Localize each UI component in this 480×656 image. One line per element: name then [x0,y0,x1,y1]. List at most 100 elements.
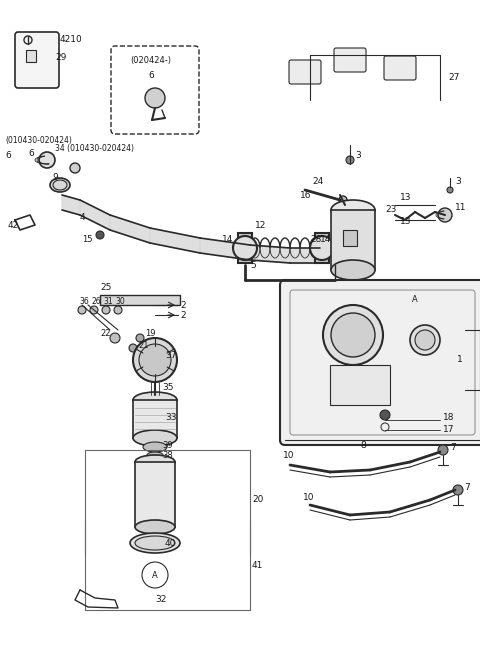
Bar [100,295,180,305]
Circle shape [438,208,452,222]
Text: 26: 26 [91,298,101,306]
Text: 37: 37 [165,350,177,359]
Ellipse shape [147,452,163,458]
Text: 9: 9 [52,173,58,182]
Ellipse shape [135,520,175,534]
Polygon shape [250,245,290,263]
Ellipse shape [50,178,70,192]
FancyBboxPatch shape [384,56,416,80]
Circle shape [453,485,463,495]
Bar [330,365,390,405]
Text: 13: 13 [400,218,411,226]
Circle shape [102,306,110,314]
Ellipse shape [135,536,175,550]
Text: 6: 6 [5,150,11,159]
Ellipse shape [133,392,177,408]
Polygon shape [62,195,80,215]
Polygon shape [150,228,200,253]
Text: 31: 31 [103,298,113,306]
Text: 3: 3 [455,178,461,186]
Text: 25: 25 [100,283,111,293]
Ellipse shape [331,260,375,280]
Text: 24: 24 [312,178,323,186]
Text: 20: 20 [252,495,264,504]
Text: 28: 28 [310,236,322,245]
Polygon shape [110,215,150,243]
FancyBboxPatch shape [15,32,59,88]
Polygon shape [200,238,250,260]
Circle shape [145,88,165,108]
Bar [331,210,375,270]
Text: 4: 4 [80,213,85,222]
Circle shape [310,236,334,260]
Text: 15: 15 [82,236,93,245]
Circle shape [346,156,354,164]
Text: 23: 23 [385,205,396,215]
Circle shape [90,306,98,314]
Circle shape [70,163,80,173]
Text: 10: 10 [303,493,314,501]
Text: 33: 33 [165,413,177,422]
Circle shape [114,306,122,314]
Text: 11: 11 [455,203,467,213]
FancyBboxPatch shape [280,280,480,445]
Circle shape [339,196,347,204]
Text: A: A [412,295,418,304]
Text: 42: 42 [8,220,19,230]
Circle shape [96,231,104,239]
Bar [26,50,36,62]
FancyBboxPatch shape [334,48,366,72]
Text: 4210: 4210 [60,35,83,45]
Text: 6: 6 [28,148,34,157]
Ellipse shape [130,533,180,553]
Circle shape [438,445,448,455]
Bar [315,233,329,263]
Circle shape [447,187,453,193]
Text: 39: 39 [162,440,173,449]
Ellipse shape [135,455,175,469]
Text: 12: 12 [255,220,266,230]
Circle shape [133,338,177,382]
Text: (020424-): (020424-) [130,56,171,64]
Bar [238,233,252,263]
Text: 2: 2 [180,300,186,310]
Text: 41: 41 [252,560,264,569]
Polygon shape [80,200,110,230]
Circle shape [233,236,257,260]
Text: 7: 7 [464,483,470,491]
Text: 29: 29 [55,54,66,62]
Circle shape [110,333,120,343]
Circle shape [39,152,55,168]
Circle shape [380,410,390,420]
Circle shape [323,305,383,365]
Text: 38: 38 [162,451,173,459]
Text: 22: 22 [100,329,110,337]
Circle shape [331,313,375,357]
Text: 10: 10 [283,451,295,461]
Text: A: A [152,571,158,579]
Ellipse shape [133,430,177,446]
Bar [135,462,175,527]
Text: 27: 27 [448,73,459,83]
Text: 32: 32 [155,596,167,604]
Text: 18: 18 [443,413,455,422]
Text: 7: 7 [450,443,456,451]
Circle shape [415,330,435,350]
Text: 5: 5 [250,260,256,270]
Text: 14: 14 [320,236,331,245]
Text: 8: 8 [360,440,366,449]
Text: 6: 6 [148,70,154,79]
Circle shape [129,344,137,352]
Circle shape [410,325,440,355]
Text: 3: 3 [355,150,361,159]
Text: 13: 13 [400,194,411,203]
Circle shape [139,344,171,376]
Text: 14: 14 [222,236,233,245]
Text: 19: 19 [145,329,156,337]
Text: 16: 16 [300,190,312,199]
Text: 35: 35 [162,384,173,392]
Ellipse shape [143,442,167,452]
Text: 17: 17 [443,426,455,434]
Circle shape [136,334,144,342]
Bar [133,400,177,438]
